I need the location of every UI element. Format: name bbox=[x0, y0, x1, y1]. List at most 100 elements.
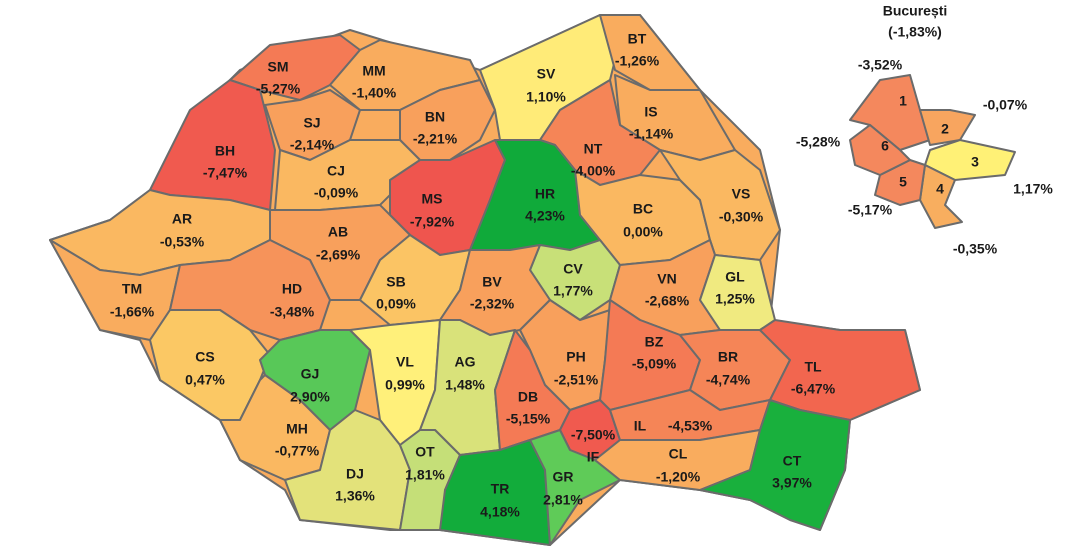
county-code: BV bbox=[482, 274, 502, 290]
county bbox=[699, 399, 851, 531]
county-value: 1,36% bbox=[335, 488, 375, 504]
county-value: -6,47% bbox=[791, 381, 836, 397]
county-code: VS bbox=[732, 186, 751, 202]
county-value: 0,99% bbox=[385, 377, 425, 393]
county-value: 1,81% bbox=[405, 467, 445, 483]
sector-label: 3 bbox=[971, 154, 979, 170]
county-code: AR bbox=[172, 211, 192, 227]
county-code: BR bbox=[718, 349, 738, 365]
sector bbox=[849, 124, 911, 176]
county-code: CJ bbox=[327, 163, 345, 179]
sector-value: -5,28% bbox=[796, 134, 841, 150]
labels: SM -5,27% MM -1,40% BH -7,47% SJ -2,14% BN -2,21%… bbox=[110, 31, 1054, 520]
county-value: -2,51% bbox=[554, 372, 599, 388]
county-code: VN bbox=[657, 271, 676, 287]
county-code: SV bbox=[537, 66, 556, 82]
county-value: 1,25% bbox=[715, 291, 755, 307]
county-value: 2,81% bbox=[543, 492, 583, 508]
county-value: 1,48% bbox=[445, 377, 485, 393]
sector-label: 4 bbox=[936, 181, 944, 197]
sector-label: 1 bbox=[899, 93, 907, 109]
county-code: CT bbox=[783, 453, 802, 469]
county-code: TM bbox=[122, 281, 142, 297]
county-code: CS bbox=[195, 349, 214, 365]
county-value: -0,53% bbox=[160, 234, 205, 250]
county-code: TL bbox=[804, 359, 822, 375]
county-code: PH bbox=[566, 349, 585, 365]
county bbox=[219, 374, 331, 481]
county-code: VL bbox=[396, 354, 414, 370]
county-value: -1,14% bbox=[629, 126, 674, 142]
county-value: 0,47% bbox=[185, 372, 225, 388]
county-value: -0,30% bbox=[719, 209, 764, 225]
county-code: AB bbox=[328, 224, 348, 240]
county-code: GR bbox=[553, 469, 574, 485]
county-code: IL bbox=[634, 418, 647, 434]
county-code: SM bbox=[268, 59, 289, 75]
county-code: MM bbox=[362, 63, 385, 79]
county-value: -5,09% bbox=[632, 356, 677, 372]
inset-title: București bbox=[883, 3, 948, 19]
county-value: 4,23% bbox=[525, 208, 565, 224]
sector-label: 6 bbox=[881, 138, 889, 154]
county-code: CV bbox=[563, 261, 583, 277]
county bbox=[149, 79, 276, 211]
county-code: IS bbox=[644, 104, 657, 120]
county-code: HR bbox=[535, 186, 555, 202]
county-value: 4,18% bbox=[480, 504, 520, 520]
county-value: -2,21% bbox=[413, 131, 458, 147]
counties bbox=[49, 14, 1016, 546]
county-value: 1,77% bbox=[553, 283, 593, 299]
county-code: SJ bbox=[303, 115, 320, 131]
county-value: -0,77% bbox=[275, 443, 320, 459]
county-code: TR bbox=[491, 481, 510, 497]
county-code: GL bbox=[725, 269, 745, 285]
county-value: -4,74% bbox=[706, 372, 751, 388]
inset-value: (-1,83%) bbox=[888, 24, 942, 40]
sector-label: 2 bbox=[941, 121, 949, 137]
county-value: -2,32% bbox=[470, 296, 515, 312]
county-value: 0,00% bbox=[623, 224, 663, 240]
county bbox=[759, 319, 921, 421]
county-code: HD bbox=[282, 281, 302, 297]
county-value: -1,66% bbox=[110, 304, 155, 320]
county-value: -7,50% bbox=[571, 427, 616, 443]
sector-value: -5,17% bbox=[848, 202, 893, 218]
county-value: -1,26% bbox=[615, 53, 660, 69]
county-value: 1,10% bbox=[526, 89, 566, 105]
county-value: -2,68% bbox=[645, 293, 690, 309]
county-code: AG bbox=[455, 354, 476, 370]
county-value: -7,47% bbox=[203, 165, 248, 181]
county-value: 3,97% bbox=[772, 475, 812, 491]
county-value: -4,00% bbox=[571, 163, 616, 179]
county-code: NT bbox=[584, 141, 603, 157]
county-code: SB bbox=[386, 274, 405, 290]
county-code: CL bbox=[669, 446, 688, 462]
sector-value: -3,52% bbox=[858, 57, 903, 73]
sector-value: -0,07% bbox=[983, 97, 1028, 113]
county-code: MS bbox=[422, 191, 443, 207]
sector-value: 1,17% bbox=[1013, 181, 1053, 197]
county-code: DJ bbox=[346, 466, 364, 482]
county-code: BT bbox=[628, 31, 647, 47]
county-code: MH bbox=[286, 421, 308, 437]
county-value: -0,09% bbox=[314, 185, 359, 201]
county-code: BZ bbox=[645, 334, 664, 350]
county-value: -5,15% bbox=[506, 411, 551, 427]
county-code: BH bbox=[215, 143, 235, 159]
county-value: -2,14% bbox=[290, 137, 335, 153]
county bbox=[284, 409, 411, 531]
county-code: GJ bbox=[301, 366, 320, 382]
county-value: -1,20% bbox=[656, 469, 701, 485]
county-value: 2,90% bbox=[290, 389, 330, 405]
county-value: -3,48% bbox=[270, 304, 315, 320]
county-value: -7,92% bbox=[410, 214, 455, 230]
county-value: -2,69% bbox=[316, 247, 361, 263]
county-value: -1,40% bbox=[352, 85, 397, 101]
county-code: OT bbox=[415, 444, 435, 460]
county-code: BN bbox=[425, 109, 445, 125]
sector-label: 5 bbox=[899, 174, 907, 190]
sector-value: -0,35% bbox=[953, 241, 998, 257]
county-value: -4,53% bbox=[668, 418, 713, 434]
